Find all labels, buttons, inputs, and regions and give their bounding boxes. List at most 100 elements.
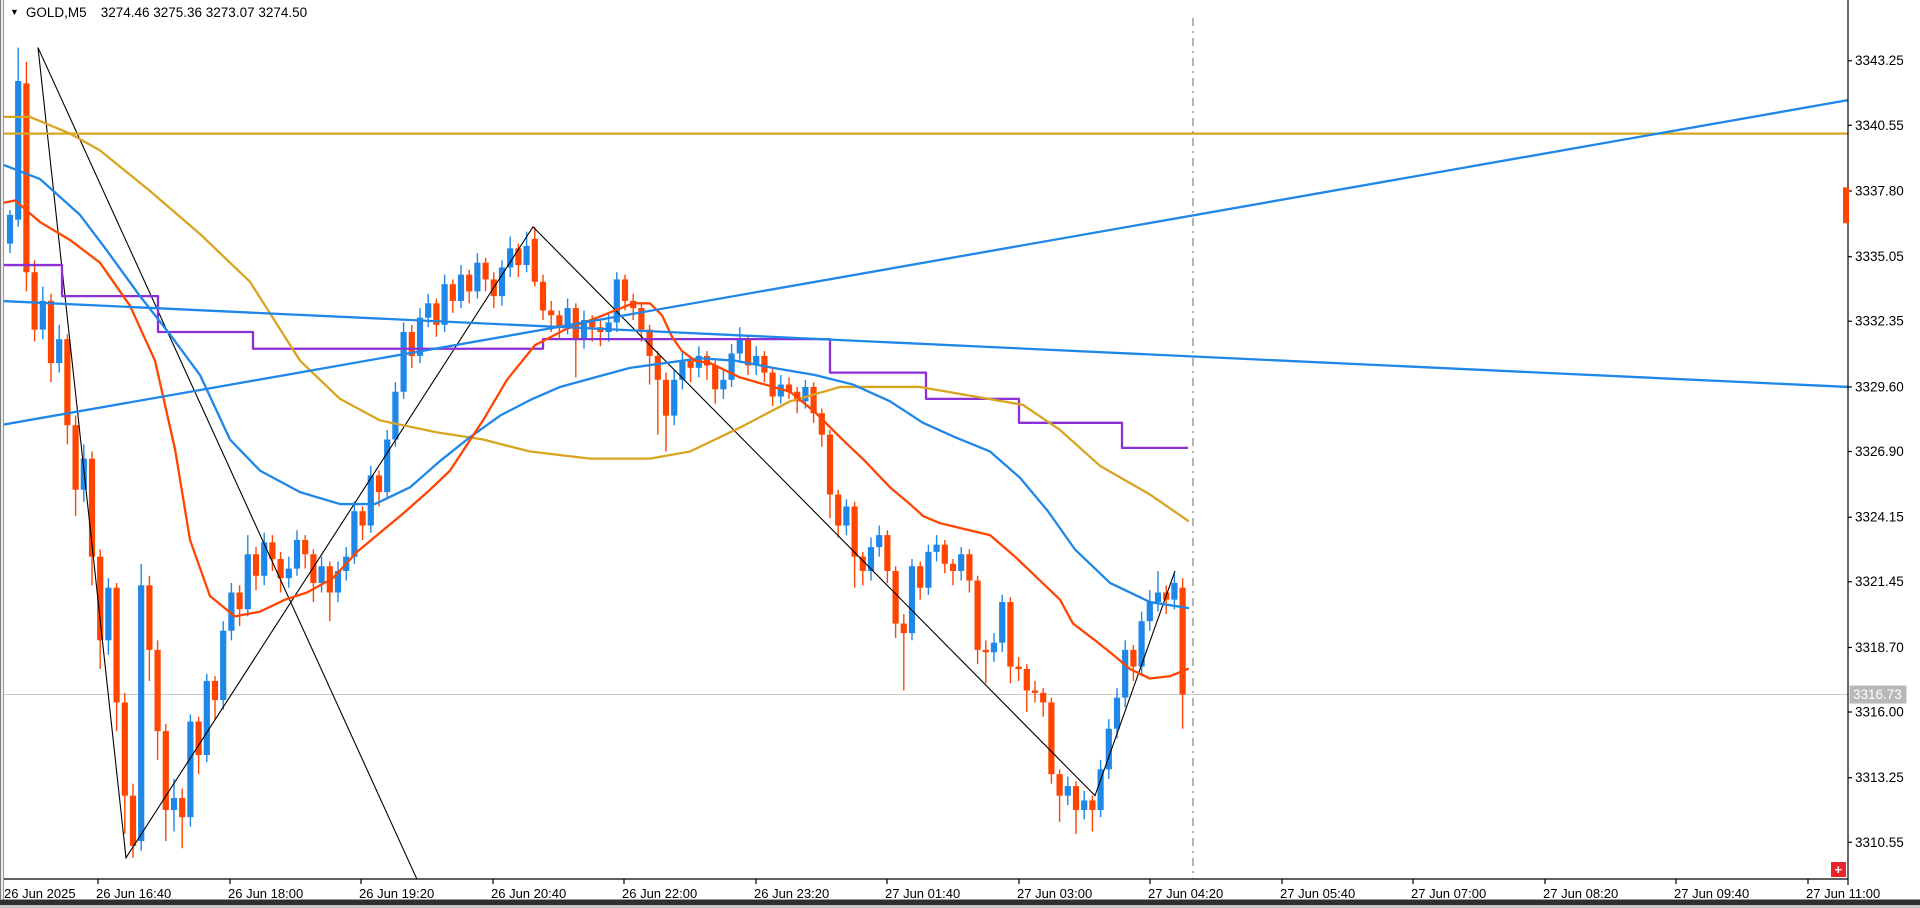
candle-body bbox=[753, 355, 760, 366]
candle-body bbox=[244, 554, 251, 610]
time-label: 26 Jun 16:40 bbox=[96, 886, 171, 901]
candle-body bbox=[64, 339, 71, 426]
candle-body bbox=[179, 798, 186, 818]
candle-body bbox=[769, 372, 776, 397]
ma-gold-indicator-line[interactable] bbox=[1, 115, 1190, 522]
time-label: 26 Jun 20:40 bbox=[491, 886, 566, 901]
candle-body bbox=[761, 355, 768, 373]
candle-body bbox=[466, 274, 473, 292]
candle-body bbox=[498, 267, 506, 297]
symbol-period-label: GOLD,M5 bbox=[25, 4, 87, 20]
candle-body bbox=[548, 310, 555, 316]
zigzag-line[interactable] bbox=[37, 47, 1176, 860]
time-label: 26 Jun 23:20 bbox=[754, 886, 829, 901]
candle-body bbox=[507, 248, 514, 268]
candle-body bbox=[990, 642, 998, 653]
blue-downtrend-line[interactable] bbox=[0, 299, 1849, 389]
candle-body bbox=[375, 475, 383, 493]
collapse-triangle-icon[interactable]: ▼ bbox=[10, 6, 19, 17]
candle-body bbox=[1064, 786, 1071, 796]
candle-body bbox=[359, 511, 366, 526]
window-bottom-border bbox=[0, 899, 1920, 908]
blue-uptrend-line[interactable] bbox=[0, 99, 1849, 427]
candle-body bbox=[285, 568, 292, 579]
quick-trade-plus-button[interactable]: + bbox=[1831, 862, 1846, 877]
candle-body bbox=[835, 494, 842, 526]
candle-body bbox=[1081, 800, 1088, 810]
price-label: 3335.05 bbox=[1855, 249, 1904, 264]
zigzag-layer bbox=[37, 47, 1176, 880]
candle-body bbox=[958, 554, 965, 571]
black-trendline[interactable] bbox=[37, 47, 418, 880]
price-axis-labels[interactable]: 3343.25 3340.55 3337.80 3335.05 3332.35 3329.… bbox=[1848, 53, 1904, 850]
time-label: 27 Jun 05:40 bbox=[1280, 886, 1355, 901]
candle-body bbox=[654, 355, 661, 380]
time-label: 27 Jun 09:40 bbox=[1674, 886, 1749, 901]
time-label: 26 Jun 2025 bbox=[4, 886, 76, 901]
candle-body bbox=[146, 585, 153, 650]
candle-body bbox=[138, 585, 145, 842]
candle-body bbox=[203, 680, 210, 756]
candle-body bbox=[646, 329, 653, 356]
candle-body bbox=[1048, 702, 1055, 775]
candle-body bbox=[900, 623, 907, 634]
candle-body bbox=[318, 566, 325, 583]
candle-body bbox=[818, 413, 825, 435]
candle-body bbox=[351, 511, 358, 557]
candle-body bbox=[580, 320, 588, 340]
candle-body bbox=[589, 320, 596, 328]
candle-body bbox=[949, 563, 957, 571]
time-axis-labels[interactable]: 26 Jun 2025 26 Jun 16:40 26 Jun 18:00 26 Ju… bbox=[4, 879, 1880, 901]
candle-body bbox=[720, 379, 727, 390]
candle-body bbox=[252, 554, 260, 576]
candle-body bbox=[605, 322, 612, 332]
price-label: 3329.60 bbox=[1855, 379, 1904, 394]
candle-body bbox=[810, 386, 817, 414]
candle-body bbox=[269, 542, 276, 560]
candle-body bbox=[892, 570, 899, 624]
plus-icon[interactable]: + bbox=[1835, 862, 1843, 877]
candle-body bbox=[564, 308, 571, 328]
axis-red-range-marker bbox=[1843, 187, 1849, 224]
candle-body bbox=[261, 542, 268, 576]
candle-body bbox=[72, 425, 79, 490]
candle-body bbox=[744, 339, 752, 366]
candle-body bbox=[941, 544, 948, 564]
candle-body bbox=[113, 587, 120, 703]
plus-button-bg[interactable] bbox=[1831, 862, 1846, 877]
price-label: 3316.00 bbox=[1855, 705, 1904, 720]
candle-body bbox=[129, 795, 137, 846]
time-label: 27 Jun 01:40 bbox=[885, 886, 960, 901]
candle-body bbox=[974, 580, 981, 650]
ma-blue-indicator-line[interactable] bbox=[1, 163, 1190, 610]
price-label: 3321.45 bbox=[1855, 574, 1904, 589]
price-label: 3343.25 bbox=[1855, 53, 1904, 68]
candle-body bbox=[220, 630, 227, 701]
price-label: 3340.55 bbox=[1855, 118, 1904, 133]
candle-body bbox=[334, 570, 342, 593]
candle-body bbox=[1130, 649, 1137, 667]
current-price-tag: 3316.73 bbox=[1849, 685, 1907, 704]
price-label: 3332.35 bbox=[1855, 314, 1904, 329]
chart-title-bar: ▼ GOLD,M5 3274.46 3275.36 3273.07 3274.5… bbox=[10, 3, 307, 21]
price-label: 3313.25 bbox=[1855, 770, 1904, 785]
candle-body bbox=[1179, 587, 1186, 695]
candle-body bbox=[441, 284, 448, 325]
candle-body bbox=[1089, 800, 1096, 810]
candle-body bbox=[999, 602, 1006, 643]
candle-body bbox=[884, 535, 891, 571]
candle-body bbox=[679, 360, 686, 380]
candle-body bbox=[515, 248, 522, 266]
candle-body bbox=[400, 331, 407, 392]
candle-body bbox=[1007, 602, 1014, 667]
price-label: 3318.70 bbox=[1855, 640, 1904, 655]
candle-body bbox=[777, 384, 784, 397]
purple-stepped-indicator[interactable] bbox=[4, 263, 1188, 450]
candle-body bbox=[687, 360, 694, 368]
candle-body bbox=[88, 458, 96, 557]
axes-layer bbox=[0, 0, 1849, 885]
candle-body bbox=[433, 303, 440, 325]
candle-body bbox=[23, 83, 30, 273]
